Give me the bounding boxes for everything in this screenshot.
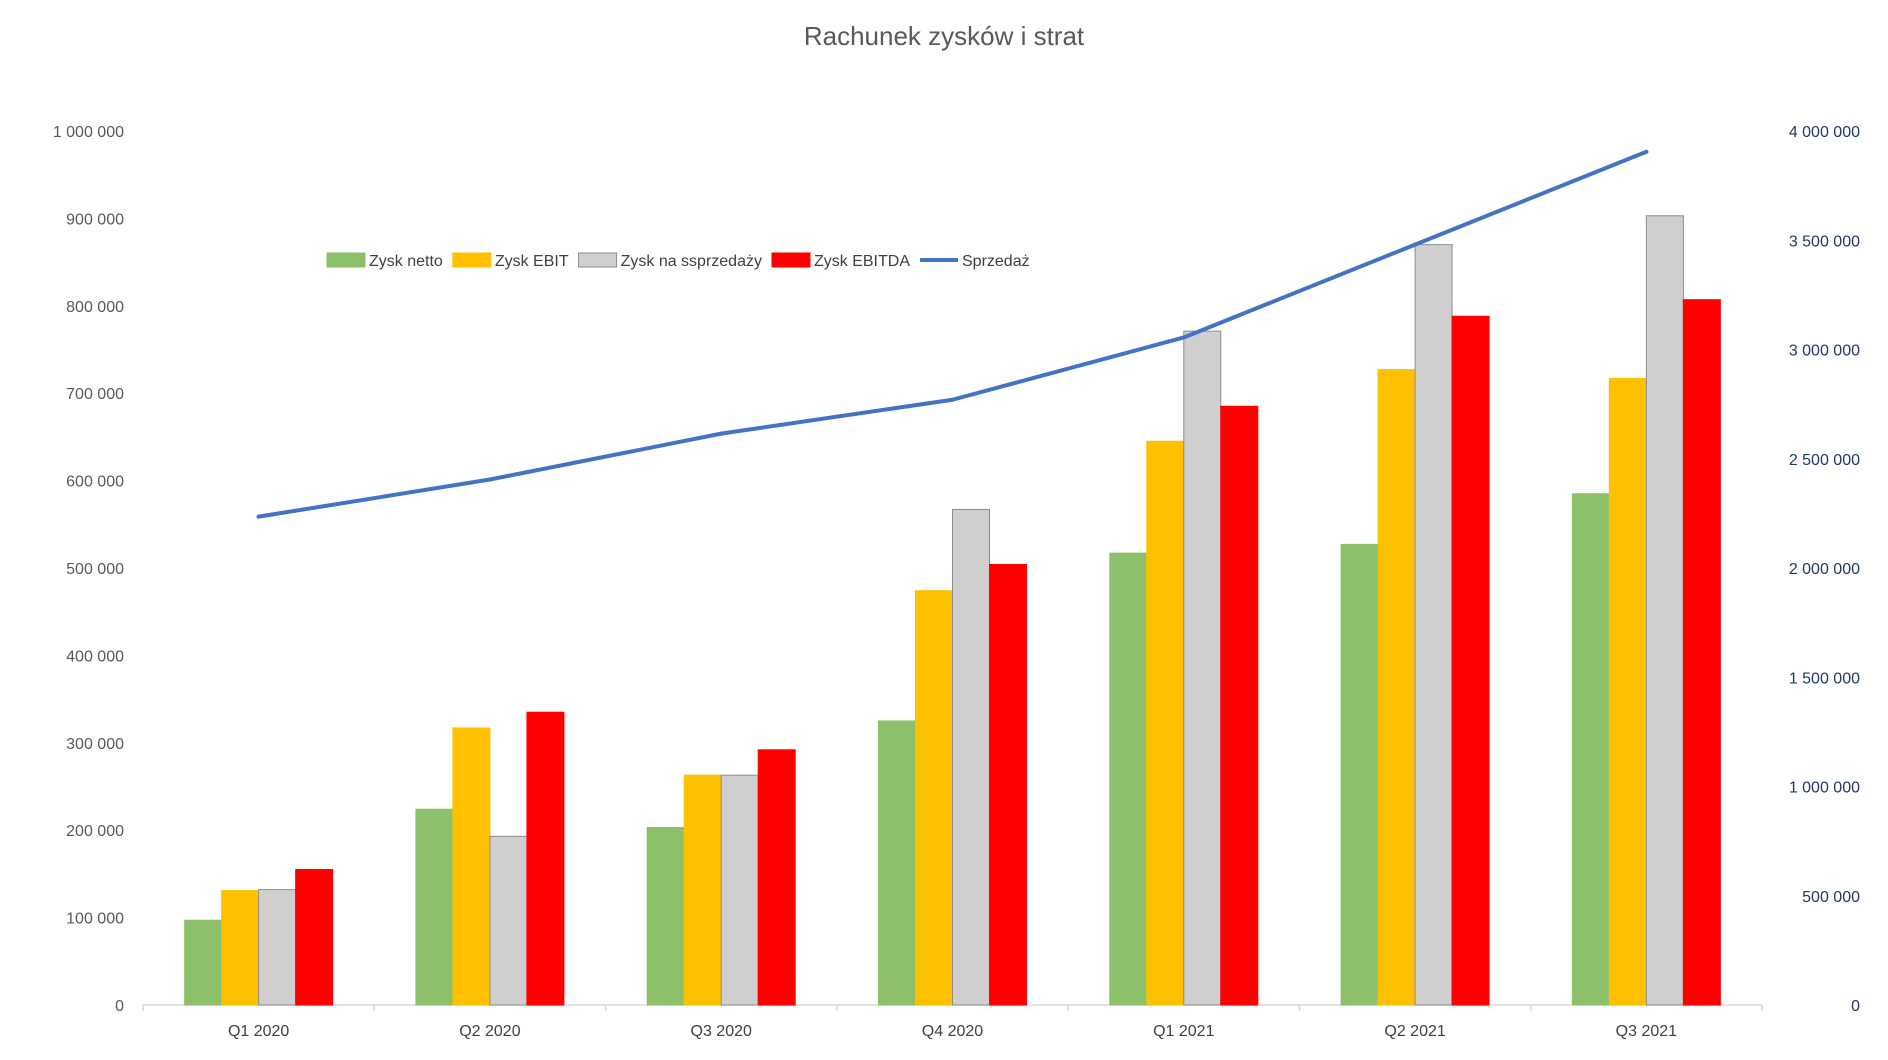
x-tick-label: Q3 2020 [691, 1023, 752, 1040]
y-right-tick-label: 2 000 000 [1789, 561, 1860, 578]
chart-title: Rachunek zysków i strat [804, 21, 1085, 51]
bar [1571, 493, 1610, 1006]
bar [1451, 315, 1490, 1006]
bar [1645, 215, 1684, 1006]
bar [1377, 369, 1416, 1006]
bar [415, 808, 454, 1006]
line-point [256, 514, 261, 519]
bar [1109, 552, 1148, 1006]
y-left-tick-label: 1 000 000 [53, 124, 124, 141]
legend-label: Zysk EBIT [495, 253, 569, 270]
legend-item: Sprzedaż [920, 253, 1030, 270]
x-tick-label: Q1 2020 [228, 1023, 289, 1040]
y-left-tick-label: 200 000 [66, 823, 124, 840]
bar [989, 564, 1027, 1006]
legend-item: Zysk EBIT [452, 252, 569, 270]
bar [452, 727, 491, 1006]
line-layer [256, 149, 1649, 519]
y-left-tick-label: 800 000 [66, 299, 124, 316]
y-right-tick-label: 3 500 000 [1789, 233, 1860, 250]
x-tick-label: Q4 2020 [922, 1023, 983, 1040]
y-right-tick-label: 0 [1851, 998, 1860, 1015]
bars-layer [184, 215, 1721, 1006]
legend: Zysk netto Zysk EBIT Zysk na ssprzedaży Zys… [326, 252, 1030, 270]
x-tick-label: Q3 2021 [1616, 1023, 1677, 1040]
y-left-tick-label: 700 000 [66, 386, 124, 403]
bar [1414, 244, 1453, 1006]
legend-swatch [578, 252, 618, 268]
legend-item: Zysk netto [326, 252, 443, 270]
bar [1608, 377, 1647, 1006]
bar [221, 890, 260, 1006]
y-right-tick-label: 1 500 000 [1789, 670, 1860, 687]
y-left-tick-label: 600 000 [66, 474, 124, 491]
y-right-tick-label: 500 000 [1802, 889, 1860, 906]
bar [1682, 299, 1721, 1006]
legend-item: Zysk na ssprzedaży [578, 252, 762, 270]
y-left-tick-label: 900 000 [66, 211, 124, 228]
legend-item: Zysk EBITDA [771, 252, 910, 270]
y-right-tick-label: 2 500 000 [1789, 452, 1860, 469]
bar [1183, 330, 1222, 1006]
bar [526, 711, 565, 1006]
line-point [719, 431, 724, 436]
bar [952, 508, 990, 1006]
bar [683, 774, 722, 1006]
y-left-tick-label: 300 000 [66, 736, 124, 753]
legend-label: Zysk netto [369, 253, 443, 270]
legend-label: Zysk na ssprzedaży [621, 253, 762, 270]
y-right-tick-label: 3 000 000 [1789, 343, 1860, 360]
bar [295, 869, 334, 1006]
bar [184, 919, 223, 1006]
bar [915, 590, 953, 1006]
y-left-tick-label: 0 [115, 998, 124, 1015]
bar [646, 827, 685, 1006]
legend-swatch [452, 252, 492, 268]
y-left-tick-label: 100 000 [66, 911, 124, 928]
legend-swatch [326, 252, 366, 268]
line-point [1413, 242, 1418, 247]
bar [757, 749, 796, 1006]
line-point [1644, 149, 1649, 154]
x-tick-label: Q2 2020 [459, 1023, 520, 1040]
axes-layer: 0 100 000 200 000 300 000 400 000 500 000 600 … [53, 124, 1860, 1040]
y-left-tick-label: 400 000 [66, 648, 124, 665]
line-point [1181, 335, 1186, 340]
x-tick-label: Q2 2021 [1384, 1023, 1445, 1040]
bar [720, 774, 759, 1006]
y-right-tick-label: 1 000 000 [1789, 780, 1860, 797]
legend-label: Zysk EBITDA [814, 253, 910, 270]
y-left-tick-label: 500 000 [66, 561, 124, 578]
bar [878, 720, 916, 1006]
legend-label: Sprzedaż [962, 253, 1030, 270]
bar [489, 835, 528, 1006]
bar [1220, 405, 1259, 1006]
line-point [950, 397, 955, 402]
bar [1146, 440, 1185, 1006]
x-tick-label: Q1 2021 [1153, 1023, 1214, 1040]
y-right-tick-label: 4 000 000 [1789, 124, 1860, 141]
bar [258, 889, 297, 1006]
bar [1340, 543, 1379, 1006]
line-point [487, 477, 492, 482]
legend-swatch [771, 252, 811, 268]
